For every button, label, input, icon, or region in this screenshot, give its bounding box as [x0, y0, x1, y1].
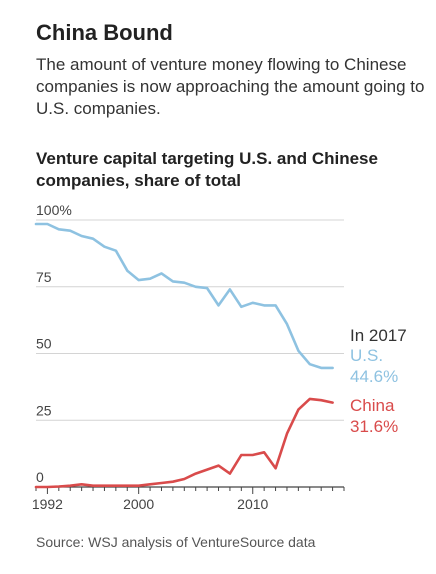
y-tick-label: 100% — [36, 202, 72, 218]
china-series-label: China — [350, 396, 395, 415]
x-tick-label: 1992 — [32, 496, 63, 512]
series-line-china — [34, 397, 334, 489]
y-tick-label: 50 — [36, 336, 52, 352]
source-note: Source: WSJ analysis of VentureSource da… — [36, 534, 316, 550]
us-end-value-label: 44.6% — [350, 367, 398, 386]
annotation-year-label: In 2017 — [350, 326, 407, 345]
end-annotations: In 2017 U.S. 44.6% China 31.6% — [350, 326, 407, 436]
x-tick-label: 2010 — [237, 496, 268, 512]
y-tick-labels: 0 25 50 75 100% — [36, 202, 72, 485]
gridlines — [36, 219, 344, 421]
series-line-us — [34, 222, 334, 370]
china-end-value-label: 31.6% — [350, 417, 398, 436]
page-subtitle: The amount of venture money flowing to C… — [36, 55, 425, 118]
x-axis: 1992 2000 2010 — [32, 486, 345, 512]
y-tick-label: 75 — [36, 269, 52, 285]
us-series-label: U.S. — [350, 346, 383, 365]
page-title: China Bound — [36, 20, 173, 45]
y-tick-label: 0 — [36, 469, 44, 485]
series-lines — [34, 222, 334, 489]
y-tick-label: 25 — [36, 402, 52, 418]
chart-title: Venture capital targeting U.S. and Chine… — [36, 149, 378, 190]
x-tick-label: 2000 — [123, 496, 154, 512]
